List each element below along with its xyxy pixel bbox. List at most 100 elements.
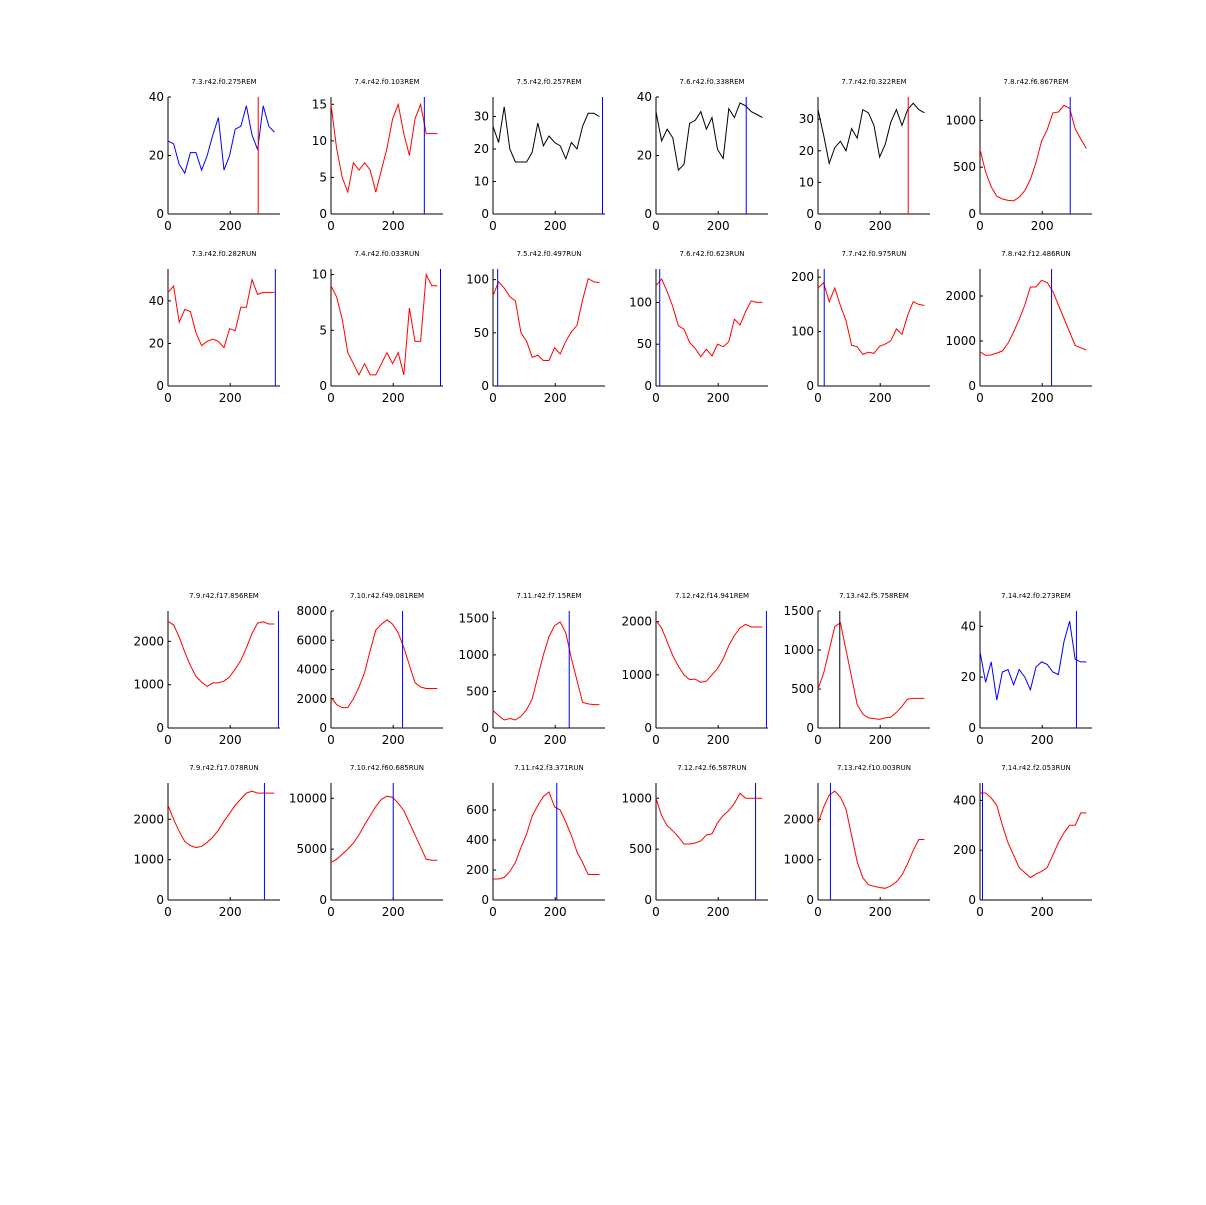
y-tick-label: 400 <box>953 793 976 807</box>
x-tick-label: 0 <box>327 219 335 233</box>
y-tick-label: 20 <box>149 336 164 350</box>
subplot-11: 7.7.r42.f0.975RUN 0 100 200 0 200 <box>791 250 930 405</box>
x-tick-label: 200 <box>382 391 405 405</box>
y-tick-label: 2000 <box>945 289 976 303</box>
subplot-16: 7.12.r42.f14.941REM 0 1000 2000 0 200 <box>621 592 768 747</box>
series-line <box>167 620 275 688</box>
subplot-1: 7.3.r42.f0.275REM 0 20 40 0 200 <box>149 78 280 233</box>
x-tick-label: 200 <box>869 391 892 405</box>
x-tick-label: 200 <box>544 905 567 919</box>
x-tick-label: 200 <box>219 219 242 233</box>
subplot-title: 7.4.r42.f0.033RUN <box>354 250 419 258</box>
x-tick-label: 0 <box>976 905 984 919</box>
y-tick-label: 200 <box>466 863 489 877</box>
series-line <box>167 105 275 175</box>
y-tick-label: 1000 <box>621 668 652 682</box>
x-tick-label: 0 <box>164 733 172 747</box>
x-tick-label: 200 <box>544 219 567 233</box>
subplot-title: 7.4.r42.f0.103REM <box>354 78 419 86</box>
y-tick-label: 0 <box>156 721 164 735</box>
subplot-title: 7.13.r42.f10.003RUN <box>837 764 911 772</box>
y-tick-label: 50 <box>637 337 652 351</box>
y-tick-label: 50 <box>474 326 489 340</box>
series-line <box>330 619 438 709</box>
y-tick-label: 1000 <box>133 678 164 692</box>
series-line <box>655 278 763 358</box>
x-tick-label: 0 <box>652 219 660 233</box>
series-line <box>979 279 1087 356</box>
y-tick-label: 15 <box>312 97 327 111</box>
series-line <box>493 791 600 880</box>
y-tick-label: 1500 <box>458 611 489 625</box>
x-tick-label: 0 <box>814 733 822 747</box>
series-line <box>817 281 925 356</box>
y-tick-label: 0 <box>156 207 164 221</box>
subplot-title: 7.6.r42.f0.338REM <box>679 78 744 86</box>
y-tick-label: 1000 <box>133 853 164 867</box>
subplot-title: 7.12.r42.f6.587RUN <box>677 764 747 772</box>
x-tick-label: 200 <box>1031 219 1054 233</box>
y-tick-label: 20 <box>474 142 489 156</box>
y-tick-label: 200 <box>953 843 976 857</box>
y-tick-label: 5 <box>319 323 327 337</box>
y-tick-label: 0 <box>319 207 327 221</box>
subplot-title: 7.5.r42.f0.497RUN <box>516 250 581 258</box>
x-tick-label: 0 <box>652 391 660 405</box>
y-tick-label: 0 <box>644 379 652 393</box>
subplot-8: 7.4.r42.f0.033RUN 0 5 10 0 200 <box>312 250 443 405</box>
x-tick-label: 0 <box>652 733 660 747</box>
subplot-title: 7.14.r42.f2.053RUN <box>1001 764 1071 772</box>
subplot-14: 7.10.r42.f49.081REM 0 2000 4000 6000 8000 0 200 <box>296 592 443 747</box>
y-tick-label: 0 <box>806 207 814 221</box>
y-tick-label: 1000 <box>458 648 489 662</box>
x-tick-label: 0 <box>814 219 822 233</box>
y-tick-label: 0 <box>481 207 489 221</box>
y-tick-label: 0 <box>319 893 327 907</box>
subplot-18: 7.14.r42.f0.273REM 0 20 40 0 200 <box>961 592 1092 747</box>
subplot-title: 7.10.r42.f49.081REM <box>350 592 424 600</box>
y-tick-label: 10 <box>312 268 327 282</box>
x-tick-label: 200 <box>707 733 730 747</box>
y-tick-label: 0 <box>968 721 976 735</box>
series-line <box>167 790 275 849</box>
x-tick-label: 200 <box>544 733 567 747</box>
series-line <box>167 277 275 349</box>
subplot-title: 7.14.r42.f0.273REM <box>1001 592 1071 600</box>
y-tick-label: 0 <box>156 893 164 907</box>
y-tick-label: 1000 <box>621 791 652 805</box>
subplot-title: 7.8.r42.f6.867REM <box>1003 78 1068 86</box>
y-tick-label: 30 <box>474 110 489 124</box>
subplot-3: 7.5.r42.f0.257REM 0 10 20 30 0 200 <box>474 78 605 233</box>
series-line <box>817 621 925 720</box>
y-tick-label: 30 <box>799 112 814 126</box>
x-tick-label: 200 <box>382 905 405 919</box>
subplot-title: 7.11.r42.f7.15REM <box>516 592 581 600</box>
x-tick-label: 200 <box>1031 391 1054 405</box>
subplot-24: 7.14.r42.f2.053RUN 0 200 400 0 200 <box>953 764 1092 919</box>
subplot-22: 7.12.r42.f6.587RUN 0 500 1000 0 200 <box>621 764 768 919</box>
series-line <box>330 102 438 194</box>
x-tick-label: 0 <box>814 905 822 919</box>
y-tick-label: 1000 <box>945 334 976 348</box>
x-tick-label: 0 <box>327 391 335 405</box>
y-tick-label: 0 <box>156 379 164 393</box>
x-tick-label: 200 <box>869 219 892 233</box>
x-tick-label: 0 <box>164 391 172 405</box>
subplot-title: 7.7.r42.f0.975RUN <box>841 250 906 258</box>
y-tick-label: 0 <box>481 893 489 907</box>
y-tick-label: 100 <box>791 325 814 339</box>
x-tick-label: 0 <box>327 905 335 919</box>
y-tick-label: 8000 <box>296 604 327 618</box>
subplot-10: 7.6.r42.f0.623RUN 0 50 100 0 200 <box>629 250 768 405</box>
y-tick-label: 200 <box>791 270 814 284</box>
subplot-17: 7.13.r42.f5.758REM 0 500 1000 1500 0 200 <box>783 592 930 747</box>
subplot-5: 7.7.r42.f0.322REM 0 10 20 30 0 200 <box>799 78 930 233</box>
series-line <box>492 106 600 163</box>
series-line <box>492 621 600 721</box>
y-tick-label: 10000 <box>289 791 327 805</box>
y-tick-label: 20 <box>961 670 976 684</box>
y-tick-label: 0 <box>968 893 976 907</box>
x-tick-label: 200 <box>544 391 567 405</box>
y-tick-label: 1000 <box>945 113 976 127</box>
subplot-title: 7.5.r42.f0.257REM <box>516 78 581 86</box>
